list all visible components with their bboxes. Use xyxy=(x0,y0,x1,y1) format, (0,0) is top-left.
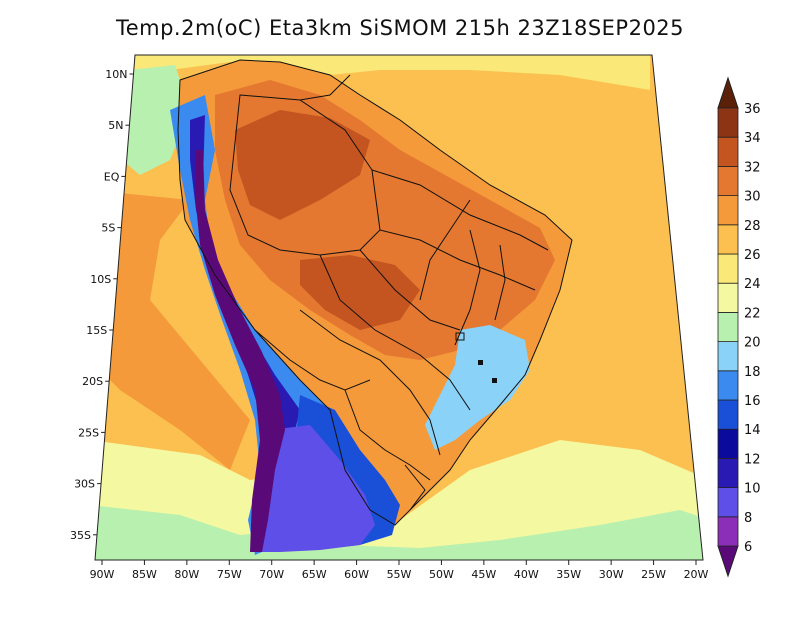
lon-label: 55W xyxy=(387,568,412,581)
colorbar-over-arrow xyxy=(717,76,739,109)
temperature-field xyxy=(95,55,703,560)
colorbar-under-arrow xyxy=(717,545,739,578)
colorbar-label: 20 xyxy=(744,336,761,351)
lon-label: 75W xyxy=(217,568,242,581)
colorbar-segment xyxy=(717,165,739,196)
colorbar-label: 10 xyxy=(744,482,761,497)
colorbar-label: 24 xyxy=(744,277,761,292)
lat-label: 10N xyxy=(105,68,127,81)
lon-label: 80W xyxy=(174,568,199,581)
pacific-warm-region xyxy=(95,190,250,470)
lon-label: 65W xyxy=(302,568,327,581)
lon-label: 40W xyxy=(514,568,539,581)
lon-label: 70W xyxy=(259,568,284,581)
colorbar-segment xyxy=(717,311,739,342)
lon-label: 20W xyxy=(684,568,709,581)
land-very-hot-region xyxy=(235,110,420,330)
longitude-axis: 90W 85W 80W 75W 70W 65W 60W 55W 50W 45W 40W 35W 30W 2… xyxy=(90,560,709,581)
lake-marker xyxy=(478,360,483,365)
lat-label: 35S xyxy=(70,529,91,542)
lon-label: 60W xyxy=(344,568,369,581)
colorbar-label: 8 xyxy=(744,511,752,526)
colorbar-label: 34 xyxy=(744,131,761,146)
colorbar-segment xyxy=(717,457,739,488)
lon-label: 50W xyxy=(429,568,454,581)
colorbar-segment xyxy=(717,282,739,313)
lat-label: 15S xyxy=(86,324,107,337)
colorbar-label: 22 xyxy=(744,306,761,321)
colorbar-segment xyxy=(717,399,739,430)
andes-peak-region xyxy=(195,150,285,552)
country-borders xyxy=(177,59,573,526)
colorbar-segment xyxy=(717,487,739,518)
colorbar-label: 16 xyxy=(744,394,761,409)
colorbar-segment xyxy=(717,253,739,284)
lake-marker xyxy=(492,378,497,383)
lat-label: 30S xyxy=(74,478,95,491)
colorbar-segment xyxy=(717,516,739,547)
colorbar-label: 6 xyxy=(744,540,752,555)
colorbar-label: 36 xyxy=(744,102,761,117)
latitude-axis: 10N 5N EQ 5S 10S 15S 20S 25S 30S 35S xyxy=(70,68,134,542)
colorbar-label: 26 xyxy=(744,248,761,263)
map-domain-frame xyxy=(94,54,704,561)
colorbar-segment xyxy=(717,341,739,372)
patagonia-region xyxy=(255,425,375,552)
lon-label: 85W xyxy=(132,568,157,581)
colorbar-segment xyxy=(717,370,739,401)
colorbar-label: 30 xyxy=(744,190,761,205)
map-title: Temp.2m(oC) Eta3km SiSMOM 215h 23Z18SEP2… xyxy=(115,16,685,40)
colorbar-segment xyxy=(717,136,739,167)
colorbar-label: 18 xyxy=(744,365,761,380)
lon-label: 90W xyxy=(90,568,115,581)
lat-label: 5S xyxy=(101,222,115,235)
lat-label: EQ xyxy=(104,170,120,183)
colorbar-segment xyxy=(717,195,739,226)
lon-label: 25W xyxy=(641,568,666,581)
ocean-north-region xyxy=(95,55,650,150)
lat-label: 25S xyxy=(78,426,99,439)
colorbar-segment xyxy=(717,428,739,459)
colorbar-label: 14 xyxy=(744,423,761,438)
brazil-highlands-region xyxy=(425,325,530,450)
lake-marker xyxy=(455,332,465,341)
lat-label: 20S xyxy=(82,375,103,388)
ocean-cold-region xyxy=(95,505,703,560)
lon-label: 35W xyxy=(556,568,581,581)
temperature-colorbar: 6 8 10 12 14 16 18 20 22 24 26 28 30 32 34 36 xyxy=(717,76,761,578)
colorbar-label: 12 xyxy=(744,452,761,467)
colorbar-label: 28 xyxy=(744,219,761,234)
colorbar-segment xyxy=(717,224,739,255)
lon-label: 45W xyxy=(471,568,496,581)
colorbar-segment xyxy=(717,107,739,138)
lat-label: 10S xyxy=(90,273,111,286)
lon-label: 30W xyxy=(599,568,624,581)
colorbar-label: 32 xyxy=(744,160,761,175)
lat-label: 5N xyxy=(108,119,123,132)
